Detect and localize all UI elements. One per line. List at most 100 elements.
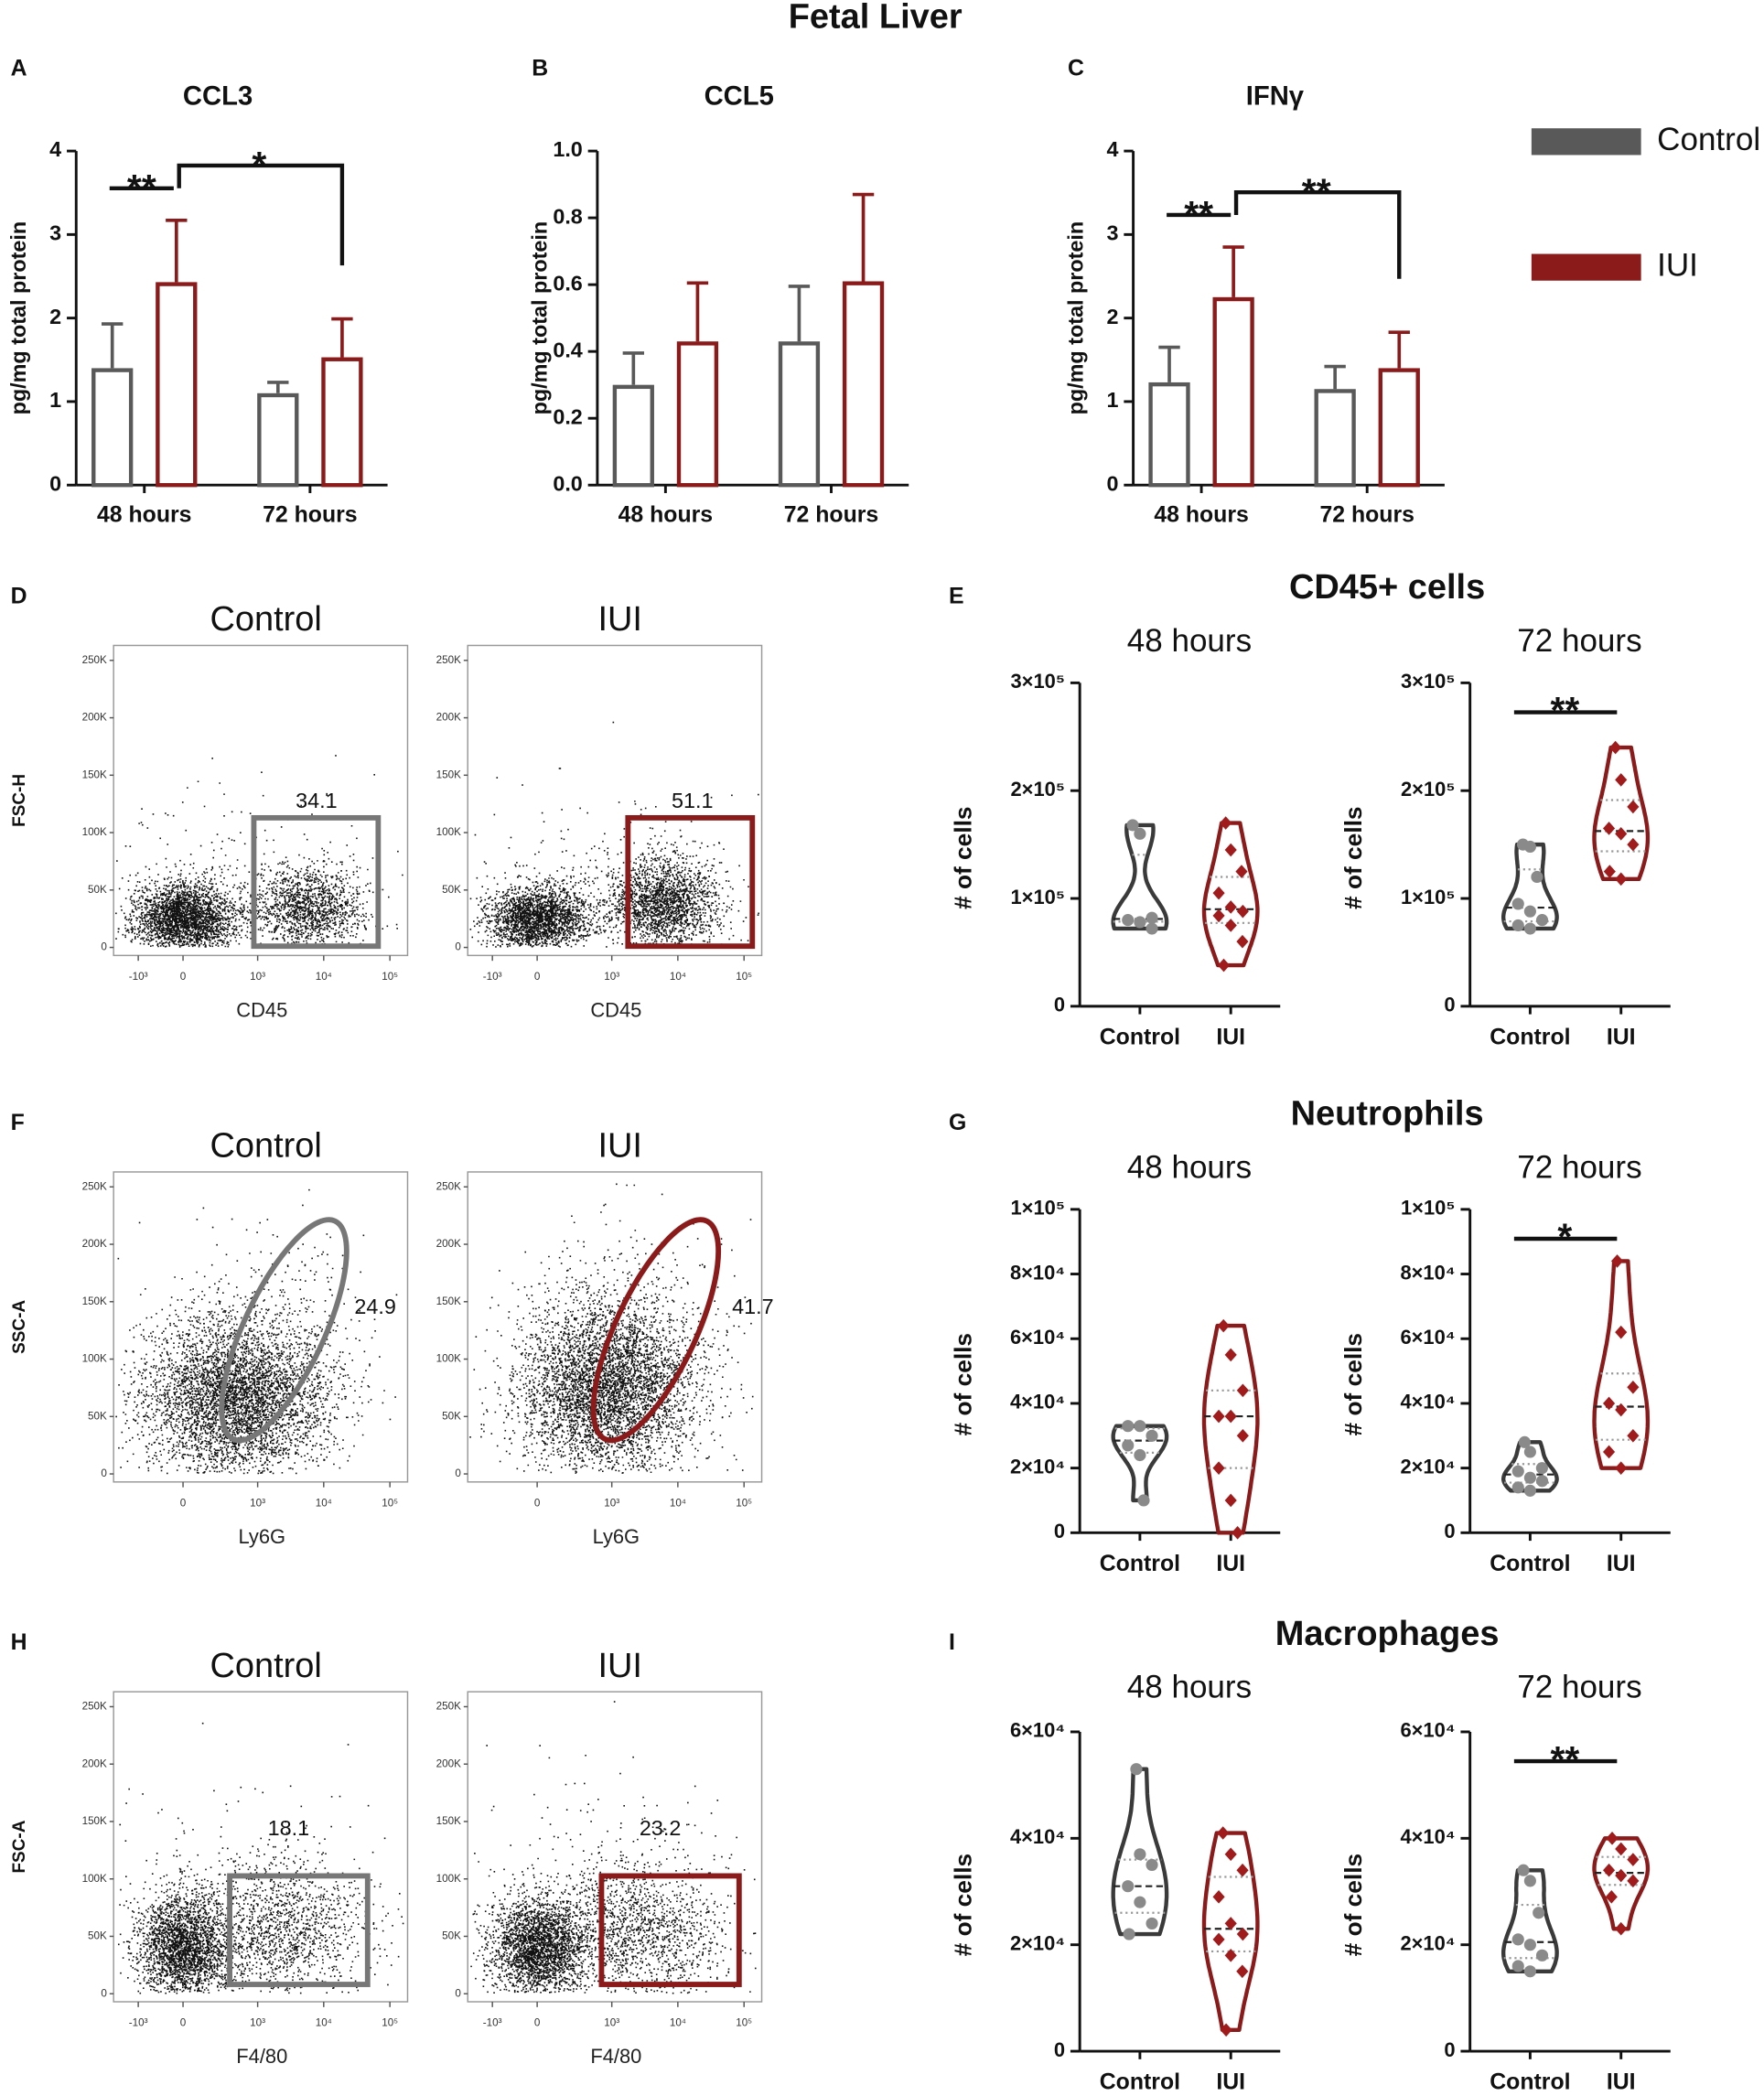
violin — [1592, 745, 1651, 881]
y-tick-label: 200K — [82, 712, 107, 724]
legend-label: Control — [1657, 122, 1760, 157]
data-point — [1122, 1439, 1135, 1452]
data-point — [1511, 1960, 1524, 1972]
plot-title: IUI — [597, 1127, 642, 1166]
y-tick-label: 1 — [1107, 388, 1119, 412]
x-tick-label: -10³ — [129, 971, 148, 983]
y-tick-label: 250K — [436, 1180, 461, 1192]
data-point — [1602, 822, 1616, 835]
data-point — [1224, 919, 1237, 932]
violin — [1111, 1424, 1169, 1503]
x-tick-label: 0 — [534, 2016, 541, 2028]
data-point — [1535, 1949, 1549, 1962]
y-tick-label: 100K — [436, 1873, 461, 1885]
x-axis-label: CD45 — [590, 998, 641, 1021]
data-point — [1602, 1396, 1616, 1411]
plot-frame — [467, 644, 763, 957]
error-bar — [788, 285, 811, 342]
x-tick-label: IUI — [1216, 1025, 1245, 1049]
x-tick-label: 10⁴ — [316, 1497, 332, 1509]
gate — [598, 1873, 742, 1987]
data-point — [1236, 1964, 1249, 1979]
x-tick-label: 0 — [534, 971, 541, 983]
chart-title: CCL5 — [705, 81, 774, 111]
x-tick-label: Control — [1490, 1552, 1570, 1576]
data-point — [1217, 958, 1231, 973]
y-tick-label: 1×10⁵ — [1401, 886, 1456, 908]
subplot-title: 48 hours — [1127, 1669, 1252, 1704]
figure-title: Fetal Liver — [789, 0, 963, 36]
panel-letter: D — [11, 584, 27, 608]
significance-label: ** — [1550, 689, 1579, 731]
data-point — [1137, 1494, 1150, 1507]
y-tick-label: 0 — [455, 1987, 461, 1999]
y-tick-label: 6×10⁴ — [1400, 1719, 1455, 1742]
x-tick-label: 10⁵ — [736, 2016, 752, 2028]
y-tick-label: 6×10⁴ — [1010, 1719, 1065, 1742]
data-point — [1523, 1939, 1536, 1951]
y-axis-label: FSC-H — [10, 774, 29, 827]
event-cloud — [469, 721, 759, 948]
y-tick-label: 50K — [442, 884, 461, 896]
x-tick-label: 48 hours — [1154, 502, 1248, 527]
data-point — [1602, 1863, 1616, 1877]
y-tick-label: 250K — [436, 1701, 461, 1713]
x-tick-label: 10⁵ — [382, 2016, 398, 2028]
y-tick-label: 1×10⁵ — [1401, 1197, 1456, 1220]
data-point — [1217, 1826, 1230, 1840]
data-point — [1627, 1428, 1640, 1443]
x-tick-label: 10³ — [604, 971, 619, 983]
data-point — [1212, 1932, 1225, 1947]
bar — [1378, 368, 1420, 488]
x-tick-label: 10⁴ — [670, 1497, 686, 1509]
gate — [590, 1217, 722, 1444]
y-tick-label: 2 — [1107, 305, 1119, 328]
y-tick-label: 8×10⁴ — [1400, 1261, 1455, 1284]
subplot-title: 48 hours — [1127, 1149, 1252, 1185]
y-tick-label: 50K — [88, 884, 107, 896]
y-tick-label: 100K — [436, 1353, 461, 1365]
data-point — [1615, 1461, 1628, 1475]
gate — [227, 1873, 371, 1987]
y-tick-label: 0.2 — [553, 404, 582, 428]
y-tick-label: 2×10⁴ — [1010, 1455, 1065, 1478]
error-bar — [1158, 345, 1180, 382]
x-axis-label: Ly6G — [239, 1525, 286, 1548]
y-tick-label: 2×10⁵ — [1011, 778, 1066, 801]
data-point — [1236, 934, 1249, 949]
y-axis-label: FSC-A — [10, 1820, 29, 1873]
y-tick-label: 250K — [82, 654, 107, 666]
y-axis-label: SSC-A — [10, 1300, 29, 1354]
x-tick-label: 48 hours — [618, 502, 713, 527]
data-point — [1146, 1917, 1158, 1929]
data-point — [1535, 1475, 1549, 1488]
y-axis-label: # of cells — [1339, 806, 1367, 908]
plot-frame — [467, 1171, 763, 1483]
y-tick-label: 8×10⁴ — [1010, 1261, 1065, 1284]
data-point — [1535, 1462, 1548, 1475]
y-tick-label: 4 — [1107, 137, 1119, 161]
data-point — [1217, 1318, 1230, 1333]
significance-label: ** — [127, 167, 156, 209]
data-point — [1224, 843, 1237, 857]
data-point — [1523, 1965, 1536, 1978]
x-tick-label: IUI — [1607, 1552, 1636, 1576]
plot-title: IUI — [597, 1647, 642, 1685]
y-axis-label: # of cells — [1339, 1854, 1367, 1956]
y-tick-label: 4×10⁴ — [1400, 1825, 1455, 1848]
x-tick-label: 10³ — [604, 2016, 619, 2028]
plot-frame — [467, 1691, 763, 2003]
bar — [91, 368, 134, 488]
y-tick-label: 3 — [1107, 221, 1119, 245]
data-point — [1134, 1848, 1146, 1861]
x-tick-label: 0 — [180, 971, 187, 983]
x-tick-label: 10⁴ — [670, 2016, 686, 2028]
y-tick-label: 0 — [1054, 1520, 1065, 1542]
data-point — [1615, 827, 1628, 841]
y-axis-label: pg/mg total protein — [6, 221, 30, 415]
gate-label: 23.2 — [640, 1816, 681, 1840]
error-bar — [852, 192, 875, 282]
legend-swatch — [1531, 253, 1641, 281]
y-tick-label: 200K — [436, 712, 461, 724]
plot-frame — [113, 1171, 409, 1483]
